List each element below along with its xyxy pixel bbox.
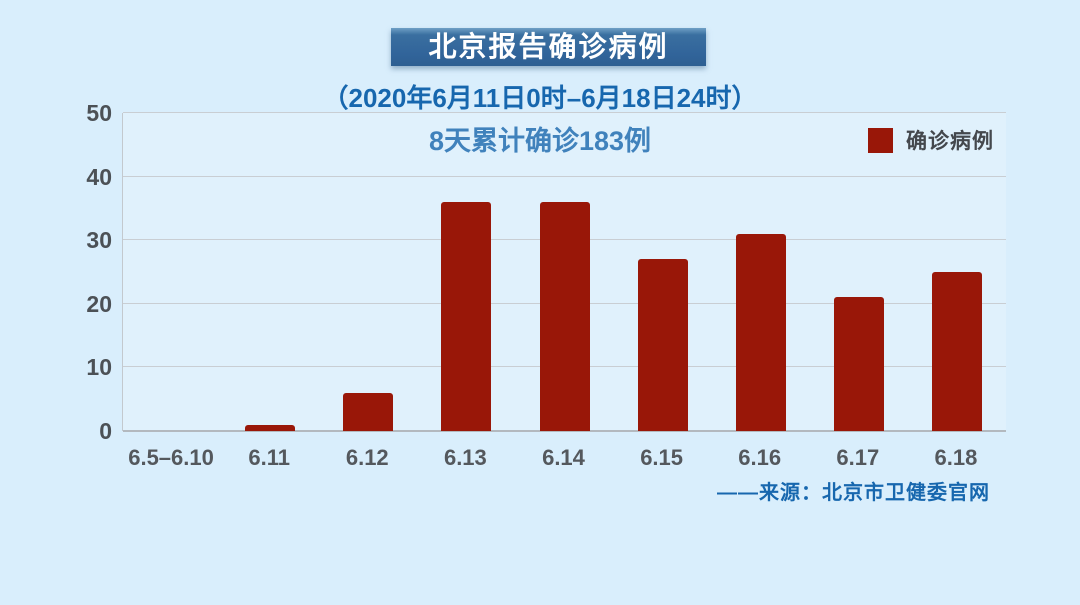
x-tick-label-6.15: 6.15 <box>640 445 684 470</box>
x-tick-label-6.5–6.10: 6.5–6.10 <box>128 445 214 470</box>
bar-6.18 <box>931 272 982 431</box>
x-tick-label-6.13: 6.13 <box>443 445 487 470</box>
bar-6.14 <box>539 202 590 431</box>
y-tick-label-0: 0 <box>99 418 112 444</box>
bar-6.16 <box>735 233 786 431</box>
gridline-y50 <box>123 112 1006 113</box>
legend-color-swatch <box>868 127 893 153</box>
chart-title: 北京报告确诊病例 <box>428 31 669 62</box>
x-tick-label-6.11: 6.11 <box>248 445 290 470</box>
x-tick-label-6.16: 6.16 <box>738 445 782 470</box>
legend: 确诊病例 <box>868 125 994 155</box>
bar-6.15 <box>637 259 688 431</box>
cumulative-total-annotation: 8天累计确诊183例 <box>428 126 652 156</box>
x-tick-label-6.14: 6.14 <box>542 445 585 470</box>
bar-6.13 <box>441 202 492 431</box>
plot-area <box>122 112 1006 432</box>
y-tick-label-10: 10 <box>86 354 112 381</box>
gridline-y40 <box>123 175 1006 177</box>
y-tick-label-20: 20 <box>86 290 112 317</box>
x-tick-label-6.18: 6.18 <box>934 445 978 470</box>
title-banner: 北京报告确诊病例 <box>391 28 706 66</box>
bar-6.12 <box>343 392 394 431</box>
x-axis-line <box>123 430 1006 432</box>
x-tick-label-6.17: 6.17 <box>836 445 880 470</box>
y-tick-label-30: 30 <box>86 227 112 254</box>
bar-6.11 <box>245 424 296 431</box>
bar-6.17 <box>833 297 884 431</box>
x-tick-label-6.12: 6.12 <box>345 445 389 470</box>
y-tick-label-50: 50 <box>86 100 112 126</box>
chart-subtitle: （2020年6月11日0时–6月18日24时） <box>322 83 758 113</box>
y-tick-label-40: 40 <box>86 163 112 190</box>
source-attribution: ——来源：北京市卫健委官网 <box>717 482 990 504</box>
legend-label: 确诊病例 <box>906 130 994 153</box>
